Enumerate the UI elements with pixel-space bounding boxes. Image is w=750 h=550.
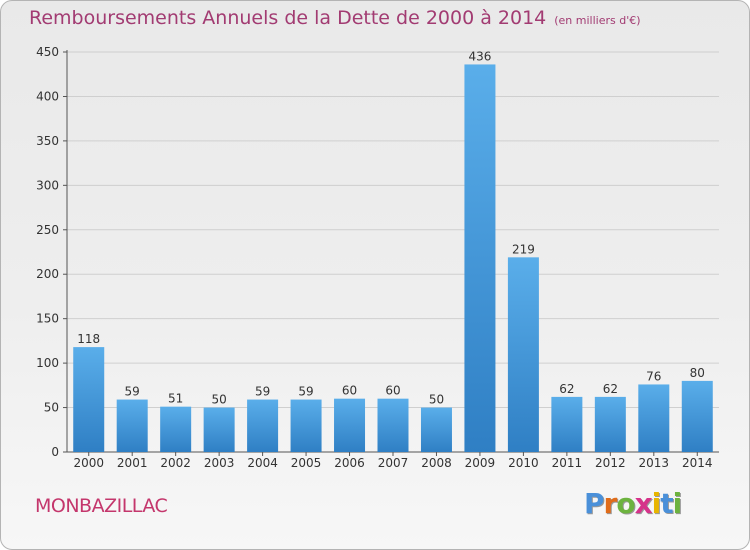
x-tick-label: 2010	[508, 456, 539, 470]
y-tick-label: 450	[36, 45, 59, 59]
bar	[638, 384, 670, 452]
bar	[160, 406, 192, 452]
x-tick-label: 2011	[552, 456, 583, 470]
bars	[73, 64, 713, 452]
chart-title: Remboursements Annuels de la Dette de 20…	[29, 7, 641, 29]
x-tick-label: 2012	[595, 456, 626, 470]
bar	[464, 64, 496, 452]
chart-title-text: Remboursements Annuels de la Dette de 20…	[29, 7, 547, 29]
x-tick-label: 2000	[73, 456, 104, 470]
proxiti-logo[interactable]: Proxiti	[584, 487, 682, 520]
bar-value-label: 59	[255, 385, 270, 399]
bar	[594, 396, 626, 452]
y-tick-label: 0	[51, 445, 59, 459]
y-tick-label: 150	[36, 312, 59, 326]
y-tick-label: 350	[36, 134, 59, 148]
bar-value-label: 50	[211, 393, 226, 407]
town-name: MONBAZILLAC	[35, 495, 168, 517]
bar	[377, 398, 409, 452]
bar	[507, 257, 539, 452]
bar-value-label: 62	[603, 382, 618, 396]
x-tick-label: 2002	[160, 456, 191, 470]
y-tick-label: 400	[36, 89, 59, 103]
y-tick-label: 300	[36, 178, 59, 192]
bar-value-label: 50	[429, 393, 444, 407]
x-tick-label: 2005	[291, 456, 322, 470]
bar-value-label: 59	[298, 385, 313, 399]
bar	[290, 399, 322, 452]
x-tick-label: 2013	[639, 456, 670, 470]
bar-value-label: 60	[342, 384, 357, 398]
bar	[247, 399, 279, 452]
bar	[334, 398, 366, 452]
bar	[551, 396, 583, 452]
bar-value-label: 80	[690, 366, 705, 380]
bar	[116, 399, 148, 452]
bar-value-label: 118	[77, 332, 100, 346]
x-tick-label: 2001	[117, 456, 148, 470]
labels: 118 2000 59 2001 51 2002 50 2003 59 2004 59 2005 60 2…	[73, 49, 712, 470]
x-tick-label: 2004	[247, 456, 278, 470]
bar-value-label: 59	[125, 385, 140, 399]
bar-value-label: 219	[512, 242, 535, 256]
x-tick-label: 2008	[421, 456, 452, 470]
bar	[203, 407, 235, 452]
bar-value-label: 60	[385, 384, 400, 398]
bar-value-label: 62	[559, 382, 574, 396]
x-tick-label: 2003	[204, 456, 235, 470]
y-tick-label: 200	[36, 267, 59, 281]
bar-value-label: 51	[168, 392, 183, 406]
bar-value-label: 436	[468, 49, 491, 63]
x-tick-label: 2014	[682, 456, 713, 470]
y-tick-label: 100	[36, 356, 59, 370]
bar	[681, 380, 713, 452]
y-tick-label: 50	[44, 401, 59, 415]
bar-value-label: 76	[646, 369, 661, 383]
x-tick-label: 2006	[334, 456, 365, 470]
x-tick-label: 2007	[378, 456, 409, 470]
grid-lines	[67, 51, 719, 409]
x-tick-label: 2009	[465, 456, 496, 470]
bar	[73, 347, 105, 452]
bar	[420, 407, 452, 452]
chart-unit: (en milliers d'€)	[554, 14, 641, 27]
y-tick-label: 250	[36, 223, 59, 237]
